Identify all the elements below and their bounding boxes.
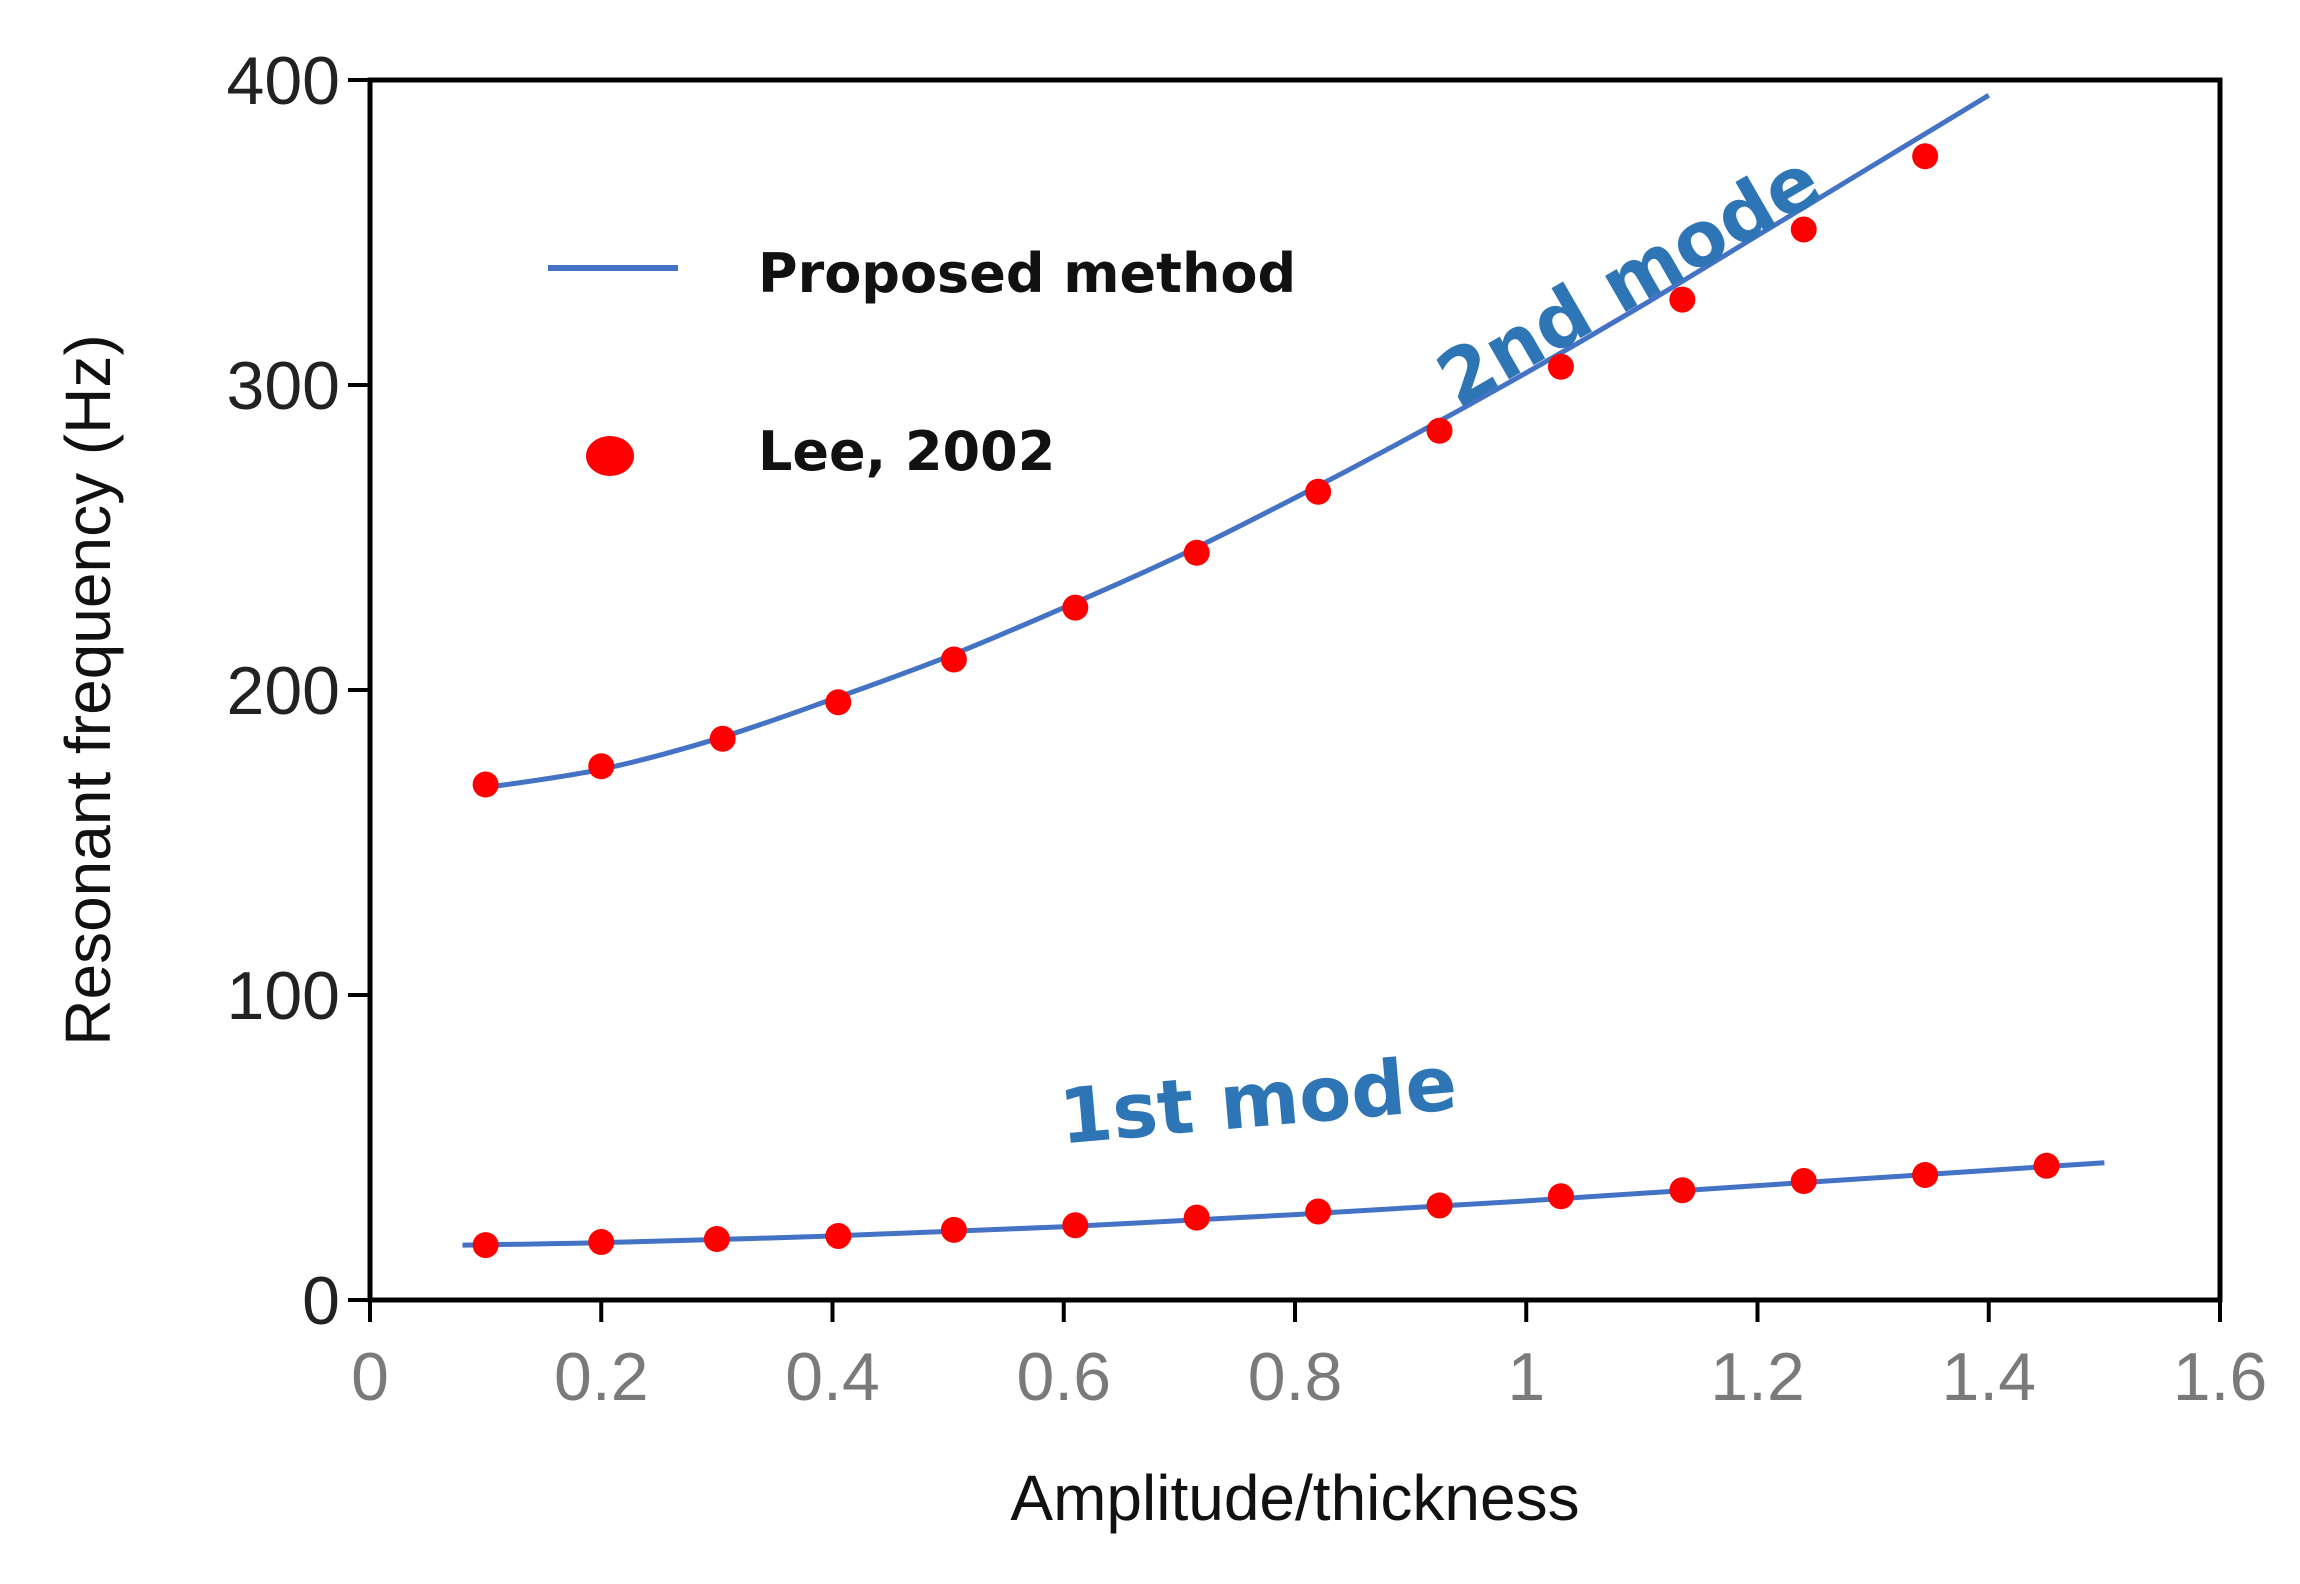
data-point-1st-mode	[1062, 1212, 1089, 1239]
data-point-1st-mode	[940, 1216, 967, 1243]
x-tick-label: 0.2	[554, 1339, 649, 1415]
y-tick-label: 200	[227, 653, 340, 729]
plot-area	[367, 77, 2223, 1303]
data-point-1st-mode	[1790, 1168, 1817, 1195]
series-line-1st-mode	[462, 1160, 2105, 1248]
data-point-1st-mode	[1547, 1183, 1574, 1210]
x-tick-label: 1.4	[1941, 1339, 2036, 1415]
data-point-2nd-mode	[940, 646, 967, 673]
data-point-2nd-mode	[1183, 539, 1210, 566]
legend-label-proposed-method: Proposed method	[758, 242, 1296, 305]
data-point-2nd-mode	[1669, 286, 1696, 313]
data-point-2nd-mode	[588, 753, 615, 780]
data-point-2nd-mode	[1305, 478, 1332, 505]
x-tick-label: 0.6	[1016, 1339, 1111, 1415]
y-axis-title: Resonant frequency (Hz)	[52, 334, 124, 1045]
series-line-2nd-mode	[485, 93, 1991, 791]
x-tick-label: 1	[1507, 1339, 1545, 1415]
data-point-1st-mode	[703, 1226, 730, 1252]
data-point-2nd-mode	[1547, 353, 1574, 380]
y-tick-label: 0	[302, 1263, 340, 1339]
y-axis: 0 100 200 300 400	[227, 43, 370, 1339]
legend-label-lee-2002: Lee, 2002	[758, 420, 1055, 483]
series-layer	[462, 93, 2105, 1259]
y-tick-label: 100	[227, 958, 340, 1034]
data-point-1st-mode	[472, 1232, 499, 1259]
data-point-1st-mode	[825, 1222, 852, 1249]
data-point-1st-mode	[1912, 1161, 1939, 1188]
data-point-2nd-mode	[825, 689, 852, 716]
legend-marker-swatch	[586, 436, 634, 476]
data-point-1st-mode	[1183, 1204, 1210, 1231]
y-tick-label: 300	[227, 348, 340, 424]
data-point-1st-mode	[588, 1229, 615, 1256]
data-point-1st-mode	[1426, 1192, 1453, 1219]
x-axis-title: Amplitude/thickness	[1010, 1462, 1579, 1534]
legend: Proposed method Lee, 2002	[548, 242, 1296, 483]
x-tick-label: 0	[351, 1339, 389, 1415]
data-point-1st-mode	[2033, 1152, 2060, 1179]
data-point-2nd-mode	[709, 725, 736, 752]
data-point-2nd-mode	[1912, 143, 1939, 170]
y-tick-label: 400	[227, 43, 340, 119]
data-point-2nd-mode	[1062, 594, 1089, 621]
data-point-1st-mode	[1669, 1177, 1696, 1204]
x-tick-label: 0.4	[785, 1339, 880, 1415]
x-tick-label: 1.2	[1710, 1339, 1805, 1415]
data-point-2nd-mode	[472, 771, 499, 798]
data-point-1st-mode	[1305, 1198, 1332, 1225]
x-tick-label: 0.8	[1248, 1339, 1343, 1415]
data-point-2nd-mode	[1790, 216, 1817, 243]
x-tick-label: 1.6	[2173, 1339, 2268, 1415]
x-axis: 0 0.2 0.4 0.6 0.8 1 1.2 1.4 1.6	[351, 1300, 2267, 1415]
data-point-2nd-mode	[1426, 417, 1453, 444]
